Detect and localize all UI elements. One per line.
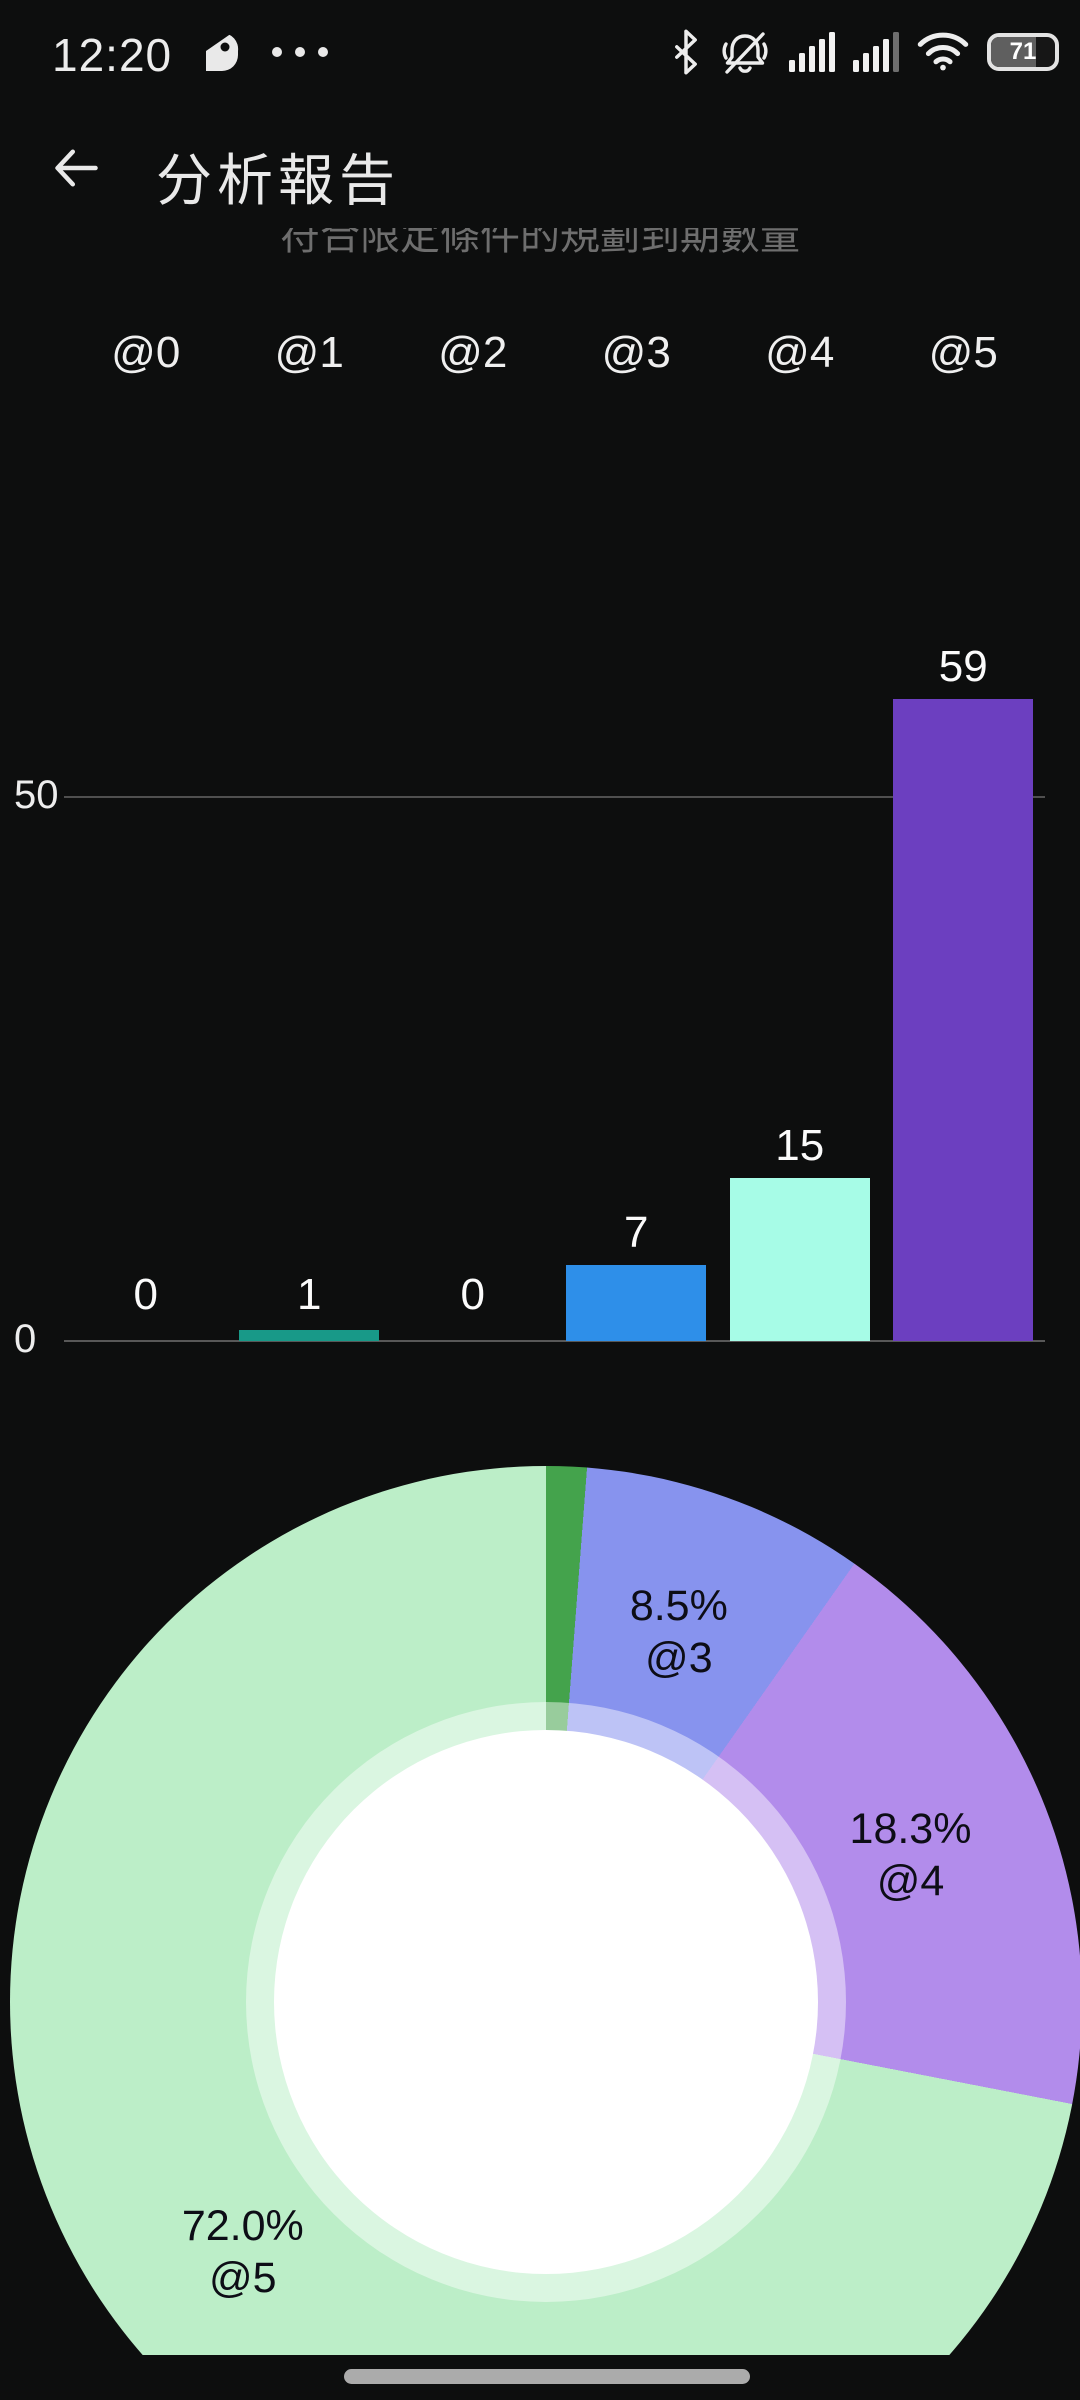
battery-percent: 71 xyxy=(1009,38,1037,65)
signal-icon xyxy=(789,32,835,72)
category-label-@5: @5 xyxy=(928,328,998,377)
pie-label-@3: 8.5% @3 xyxy=(629,1582,728,1683)
pie-label-@5: 72.0% @5 xyxy=(181,2202,304,2303)
bar-value-@1: 1 xyxy=(297,1270,322,1319)
app-header: 分析報告 xyxy=(0,128,1080,218)
donut-inner-ring xyxy=(246,1702,846,2302)
bar-value-@4: 15 xyxy=(775,1121,825,1170)
bar-@3 xyxy=(566,1265,707,1341)
status-bar: 12:20 xyxy=(0,0,1080,100)
status-icons: 71 xyxy=(671,24,1059,80)
bar-value-@5: 59 xyxy=(938,642,988,691)
bar-chart-title-clipped: 符合限定條件的規劃到期數量 xyxy=(280,228,800,258)
category-label-@1: @1 xyxy=(274,328,344,377)
bar-@1 xyxy=(239,1330,380,1341)
bar-value-@2: 0 xyxy=(460,1270,485,1319)
donut-hole xyxy=(274,1730,818,2274)
battery-icon: 71 xyxy=(987,33,1059,71)
category-label-@0: @0 xyxy=(111,328,181,377)
ring-off-icon xyxy=(719,28,771,76)
pie-label-@4: 18.3% @4 xyxy=(849,1805,972,1906)
category-label-@4: @4 xyxy=(765,328,835,377)
bar-value-@3: 7 xyxy=(624,1208,649,1257)
page-title: 分析報告 xyxy=(156,149,400,212)
ratings-pie-chart: 8.5% @3 18.3% @4 72.0% @5 xyxy=(0,1460,1080,2355)
status-time: 12:20 xyxy=(52,29,173,81)
gesture-bar[interactable] xyxy=(344,2369,750,2384)
gridline-0 xyxy=(64,1340,1045,1342)
category-label-@2: @2 xyxy=(438,328,508,377)
gridline-50 xyxy=(64,796,1045,798)
y-axis-label-0: 0 xyxy=(14,1317,37,1361)
y-axis-label-50: 50 xyxy=(14,773,59,817)
more-notifications-icon xyxy=(272,47,328,57)
category-label-@3: @3 xyxy=(601,328,671,377)
bluetooth-icon xyxy=(671,29,701,75)
bar-value-@0: 0 xyxy=(133,1270,158,1319)
bar-@5 xyxy=(893,699,1034,1341)
note-icon xyxy=(200,31,240,73)
wifi-icon xyxy=(917,31,969,73)
donut-slices xyxy=(10,1466,1080,2355)
back-button[interactable] xyxy=(50,142,102,194)
signal2-icon xyxy=(853,32,899,72)
bar-@4 xyxy=(729,1178,870,1341)
